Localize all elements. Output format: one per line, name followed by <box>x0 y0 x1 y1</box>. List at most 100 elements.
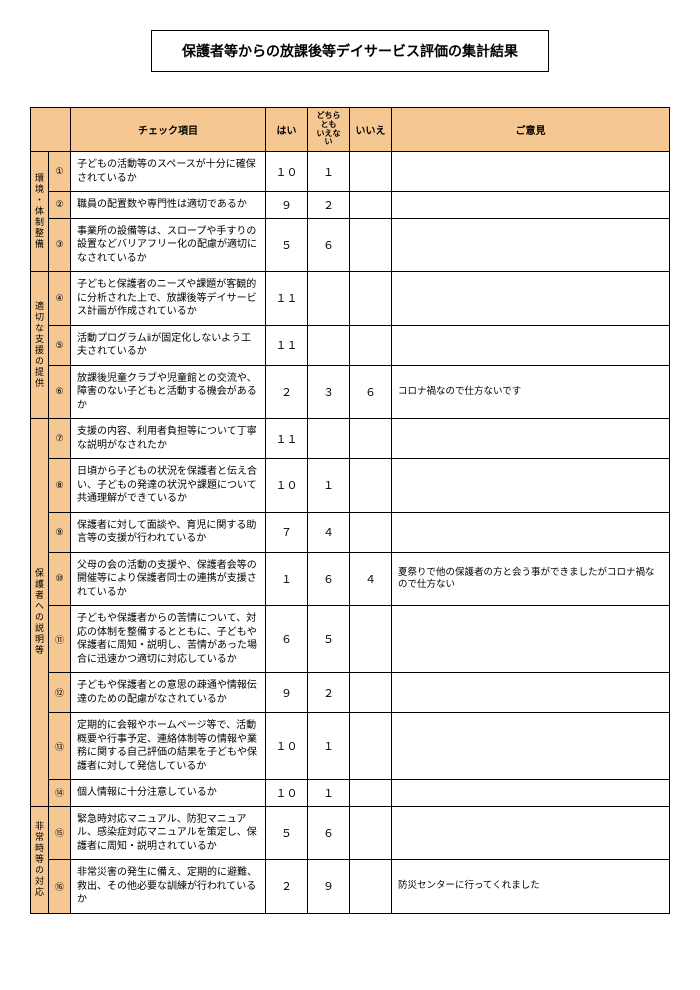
value-mid: ２ <box>308 192 350 219</box>
row-number: ⑫ <box>49 673 71 713</box>
table-row: ⑥放課後児童クラブや児童館との交流や、障害のない子どもと活動する機会があるか２３… <box>31 365 670 419</box>
value-no: ４ <box>350 552 392 606</box>
comment-text <box>392 806 670 860</box>
row-number: ① <box>49 152 71 192</box>
value-mid: ６ <box>308 806 350 860</box>
item-text: 職員の配置数や専門性は適切であるか <box>71 192 266 219</box>
item-text: 保護者に対して面談や、育児に関する助言等の支援が行われているか <box>71 512 266 552</box>
row-number: ⑩ <box>49 552 71 606</box>
header-no: いいえ <box>350 108 392 152</box>
category-label: 保護者への説明等 <box>31 419 49 807</box>
header-neither: どちらともいえない <box>308 108 350 152</box>
value-mid: １ <box>308 713 350 780</box>
item-text: 活動プログラムⅱが固定化しないよう工夫されているか <box>71 325 266 365</box>
comment-text <box>392 713 670 780</box>
table-header-row: チェック項目 はい どちらともいえない いいえ ご意見 <box>31 108 670 152</box>
table-row: ⑫子どもや保護者との意思の疎通や情報伝達のための配慮がなされているか９２ <box>31 673 670 713</box>
row-number: ⑪ <box>49 606 71 673</box>
value-no <box>350 673 392 713</box>
value-no <box>350 325 392 365</box>
value-no <box>350 606 392 673</box>
value-mid: ９ <box>308 860 350 914</box>
value-no <box>350 459 392 513</box>
value-mid: ５ <box>308 606 350 673</box>
header-comment: ご意見 <box>392 108 670 152</box>
value-no <box>350 512 392 552</box>
table-row: ⑪子どもや保護者からの苦情について、対応の体制を整備するとともに、子どもや保護者… <box>31 606 670 673</box>
page-title: 保護者等からの放課後等デイサービス評価の集計結果 <box>182 41 518 61</box>
category-label: 適切な支援の提供 <box>31 272 49 419</box>
row-number: ⑦ <box>49 419 71 459</box>
table-row: ⑯非常災害の発生に備え、定期的に避難、救出、その他必要な訓練が行われているか２９… <box>31 860 670 914</box>
item-text: 子どもや保護者からの苦情について、対応の体制を整備するとともに、子どもや保護者に… <box>71 606 266 673</box>
value-yes: １ <box>266 552 308 606</box>
row-number: ⑥ <box>49 365 71 419</box>
item-text: 父母の会の活動の支援や、保護者会等の開催等により保護者同士の連携が支援されている… <box>71 552 266 606</box>
value-mid: ６ <box>308 218 350 272</box>
comment-text <box>392 459 670 513</box>
category-label: 非常時等の対応 <box>31 806 49 913</box>
row-number: ③ <box>49 218 71 272</box>
comment-text <box>392 218 670 272</box>
value-mid: ４ <box>308 512 350 552</box>
value-mid <box>308 325 350 365</box>
value-no <box>350 860 392 914</box>
value-yes: １０ <box>266 780 308 807</box>
item-text: 子どもと保護者のニーズや課題が客観的に分析された上で、放課後等デイサービス計画が… <box>71 272 266 326</box>
item-text: 子どもの活動等のスペースが十分に確保されているか <box>71 152 266 192</box>
value-yes: ９ <box>266 673 308 713</box>
value-yes: ５ <box>266 218 308 272</box>
value-yes: ２ <box>266 365 308 419</box>
value-no <box>350 192 392 219</box>
value-yes: ９ <box>266 192 308 219</box>
table-row: ⑭個人情報に十分注意しているか１０１ <box>31 780 670 807</box>
item-text: 事業所の設備等は、スロープや手すりの設置などバリアフリー化の配慮が適切になされて… <box>71 218 266 272</box>
value-no: ６ <box>350 365 392 419</box>
value-no <box>350 806 392 860</box>
comment-text <box>392 152 670 192</box>
table-row: ⑩父母の会の活動の支援や、保護者会等の開催等により保護者同士の連携が支援されてい… <box>31 552 670 606</box>
value-mid: ６ <box>308 552 350 606</box>
value-yes: ２ <box>266 860 308 914</box>
table-row: 環境・体制整備①子どもの活動等のスペースが十分に確保されているか１０１ <box>31 152 670 192</box>
value-no <box>350 272 392 326</box>
comment-text <box>392 192 670 219</box>
comment-text <box>392 780 670 807</box>
table-row: ②職員の配置数や専門性は適切であるか９２ <box>31 192 670 219</box>
value-yes: １０ <box>266 152 308 192</box>
header-item: チェック項目 <box>71 108 266 152</box>
comment-text <box>392 512 670 552</box>
row-number: ⑤ <box>49 325 71 365</box>
value-yes: ５ <box>266 806 308 860</box>
row-number: ⑮ <box>49 806 71 860</box>
value-no <box>350 419 392 459</box>
table-row: 保護者への説明等⑦支援の内容、利用者負担等について丁寧な説明がなされたか１１ <box>31 419 670 459</box>
value-no <box>350 218 392 272</box>
comment-text <box>392 419 670 459</box>
item-text: 支援の内容、利用者負担等について丁寧な説明がなされたか <box>71 419 266 459</box>
table-row: ③事業所の設備等は、スロープや手すりの設置などバリアフリー化の配慮が適切になされ… <box>31 218 670 272</box>
comment-text: 防災センターに行ってくれました <box>392 860 670 914</box>
title-container: 保護者等からの放課後等デイサービス評価の集計結果 <box>151 30 549 72</box>
row-number: ⑨ <box>49 512 71 552</box>
value-yes: ７ <box>266 512 308 552</box>
value-mid: ３ <box>308 365 350 419</box>
item-text: 個人情報に十分注意しているか <box>71 780 266 807</box>
item-text: 子どもや保護者との意思の疎通や情報伝達のための配慮がなされているか <box>71 673 266 713</box>
comment-text <box>392 325 670 365</box>
item-text: 定期的に会報やホームページ等で、活動概要や行事予定、連絡体制等の情報や業務に関す… <box>71 713 266 780</box>
value-mid: １ <box>308 459 350 513</box>
header-blank <box>31 108 71 152</box>
value-yes: １０ <box>266 459 308 513</box>
row-number: ④ <box>49 272 71 326</box>
table-row: ⑬定期的に会報やホームページ等で、活動概要や行事予定、連絡体制等の情報や業務に関… <box>31 713 670 780</box>
table-row: ⑤活動プログラムⅱが固定化しないよう工夫されているか１１ <box>31 325 670 365</box>
item-text: 緊急時対応マニュアル、防犯マニュアル、感染症対応マニュアルを策定し、保護者に周知… <box>71 806 266 860</box>
table-body: 環境・体制整備①子どもの活動等のスペースが十分に確保されているか１０１②職員の配… <box>31 152 670 914</box>
value-mid <box>308 419 350 459</box>
item-text: 放課後児童クラブや児童館との交流や、障害のない子どもと活動する機会があるか <box>71 365 266 419</box>
table-row: 適切な支援の提供④子どもと保護者のニーズや課題が客観的に分析された上で、放課後等… <box>31 272 670 326</box>
evaluation-table: チェック項目 はい どちらともいえない いいえ ご意見 環境・体制整備①子どもの… <box>30 107 670 914</box>
header-yes: はい <box>266 108 308 152</box>
comment-text <box>392 673 670 713</box>
